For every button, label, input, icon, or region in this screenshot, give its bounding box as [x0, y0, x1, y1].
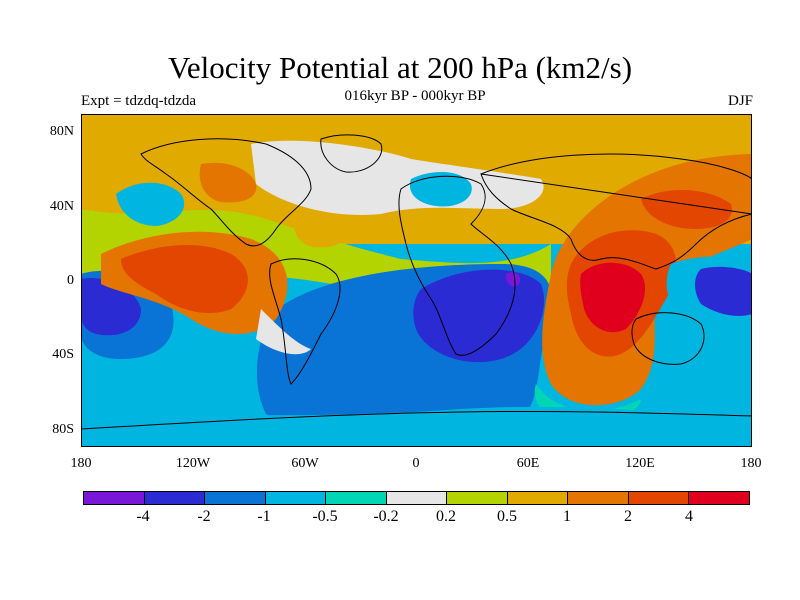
lat-tick-80s: 80S: [52, 422, 74, 437]
colorbar-label: 0.2: [436, 508, 456, 525]
colorbar-box: [628, 492, 690, 504]
lon-tick-0: 0: [412, 456, 420, 471]
lon-tick-120w: 120W: [175, 456, 211, 471]
colorbar-box: [507, 492, 569, 504]
colorbar-label: -2: [197, 508, 211, 525]
lon-tick-60e: 60E: [516, 456, 540, 471]
colorbar: [83, 491, 750, 505]
lat-tick-40s: 40S: [52, 347, 74, 362]
colorbar-label: -1: [257, 508, 271, 525]
colorbar-box: [386, 492, 448, 504]
season-label: DJF: [727, 93, 753, 109]
map-title: Velocity Potential at 200 hPa (km2/s): [167, 50, 633, 85]
colorbar-label: -0.2: [373, 508, 399, 525]
colorbar-box: [326, 492, 387, 504]
map-svg: [80, 114, 753, 447]
lon-tick-120e: 120E: [625, 456, 655, 471]
lon-tick-180w: 180: [70, 456, 92, 471]
colorbar-box: [265, 492, 327, 504]
experiment-label: Expt = tdzdq-tdzda: [81, 93, 197, 109]
colorbar-label: 0.5: [497, 508, 517, 525]
map-subtitle: 016kyr BP - 000kyr BP: [344, 88, 486, 104]
filled-contours: [81, 114, 752, 447]
contour-map: [80, 114, 753, 447]
colorbar-label: -0.5: [312, 508, 338, 525]
lat-tick-40n: 40N: [49, 199, 74, 214]
coastlines: [80, 134, 753, 430]
colorbar-label: -4: [136, 508, 150, 525]
colorbar-box: [205, 492, 266, 504]
colorbar-box: [144, 492, 206, 504]
colorbar-box: [447, 492, 508, 504]
lat-tick-0: 0: [67, 273, 74, 288]
lon-tick-180e: 180: [740, 456, 762, 471]
lon-tick-60w: 60W: [291, 456, 319, 471]
colorbar-box: [84, 492, 145, 504]
colorbar-label: 4: [685, 508, 693, 525]
colorbar-box: [568, 492, 629, 504]
colorbar-label: 2: [624, 508, 632, 525]
colorbar-box: [689, 492, 750, 504]
map-border: [81, 114, 752, 447]
lat-tick-80n: 80N: [49, 124, 74, 139]
colorbar-label: 1: [563, 508, 571, 525]
